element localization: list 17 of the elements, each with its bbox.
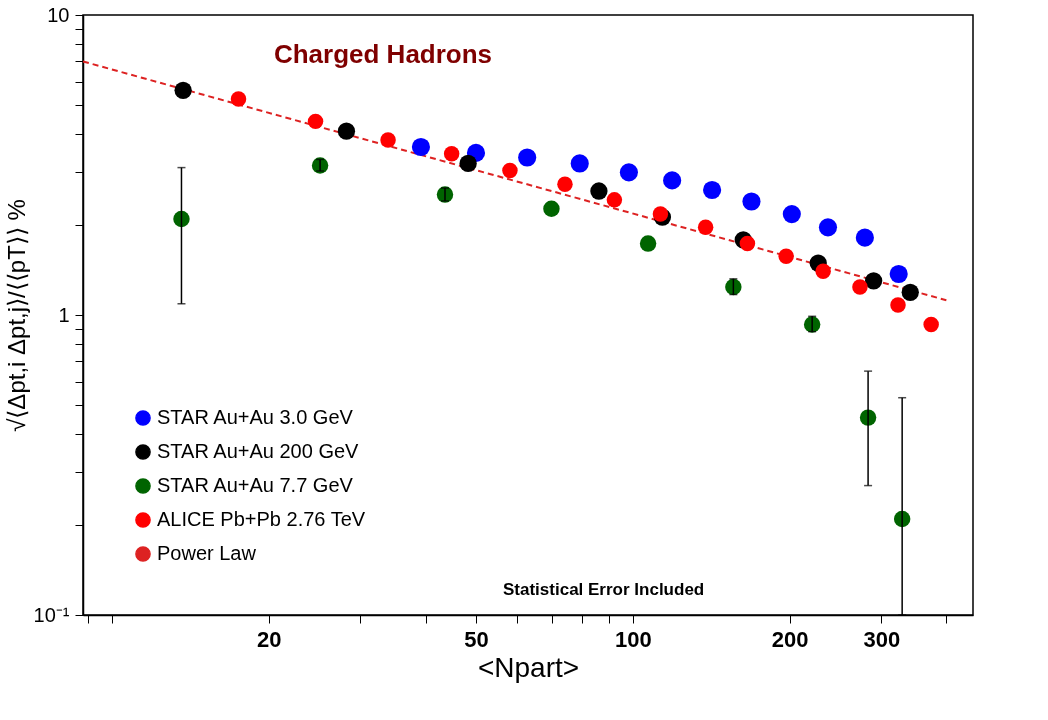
y-axis-title: √⟨Δpt,i Δpt,j⟩/⟨⟨pT⟩⟩ % [2, 199, 30, 432]
x-axis-title: <Npart> [477, 651, 580, 683]
y-tick-label: 1 [58, 303, 70, 326]
legend-label: Power Law [157, 542, 257, 564]
legend-label: STAR Au+Au 200 GeV [157, 440, 360, 462]
x-tick-label: 100 [614, 626, 652, 652]
y-tick-label: 10⁻¹ [33, 603, 70, 626]
x-tick-label: 50 [464, 626, 489, 652]
legend-label: STAR Au+Au 7.7 GeV [157, 474, 354, 496]
annotation: Statistical Error Included [503, 580, 705, 599]
legend-label: STAR Au+Au 3.0 GeV [157, 406, 354, 428]
x-tick-label: 20 [256, 626, 282, 652]
text: Charged Hadrons [273, 39, 493, 69]
x-tick-label: 300 [863, 626, 901, 652]
x-tick-label: 200 [771, 626, 809, 652]
legend-label: ALICE Pb+Pb 2.76 TeV [157, 508, 366, 530]
y-tick-label: 10 [47, 3, 70, 26]
